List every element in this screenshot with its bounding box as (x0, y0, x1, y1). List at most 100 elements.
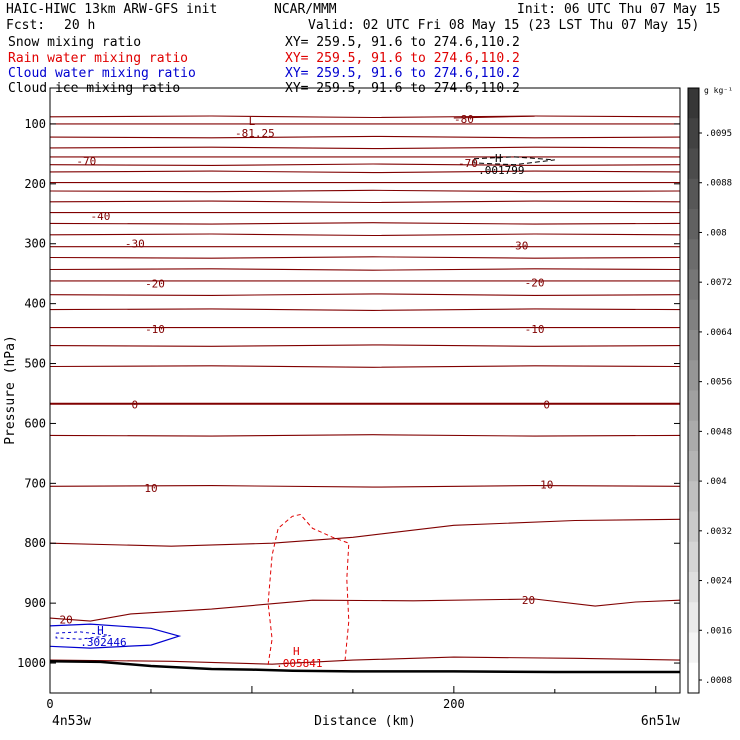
isotherm-lines (49, 115, 681, 665)
temperature-label: -20 (525, 277, 545, 290)
y-tick-label: 100 (24, 117, 46, 131)
isotherm-line (49, 163, 681, 166)
colorbar-swatch (688, 511, 699, 543)
title-left: HAIC-HIWC 13km ARW-GFS init (6, 2, 218, 17)
colorbar-label: .0008 (705, 676, 732, 686)
colorbar-label: .004 (705, 477, 727, 487)
field-xy-rain: XY= 259.5, 91.6 to 274.6,110.2 (285, 51, 520, 66)
isotherm-line (49, 189, 681, 193)
contour-labels: -80 -70 -70 -40 -30 -30 -20 -20 -10 -10 0 0 10 10 20 20… (60, 113, 554, 670)
x-tick-label: 0 (46, 697, 53, 711)
temperature-label: -10 (525, 323, 545, 336)
isotherm-line (49, 518, 681, 547)
isotherm-line (49, 135, 681, 139)
isotherm-line (49, 115, 681, 119)
x-axis-title: Distance (km) (314, 714, 416, 729)
colorbar-swatch (688, 390, 699, 422)
temperature-label: 0 (131, 398, 138, 411)
colorbar-label: .0095 (705, 129, 732, 139)
colorbar-swatch (688, 451, 699, 482)
colorbar-swatch (688, 572, 699, 603)
isotherm-line (49, 598, 681, 622)
colorbar: .0095 .0088 .008 .0072 .0064 .0056 .0048 .004 .0… (687, 86, 733, 694)
temperature-label: 20 (522, 594, 535, 607)
colorbar-swatch (688, 269, 699, 301)
isotherm-line (453, 115, 535, 119)
isotherm-line (49, 434, 681, 437)
colorbar-label: .0064 (705, 328, 732, 338)
isotherm-line (49, 146, 681, 150)
colorbar-swatch (688, 299, 699, 331)
colorbar-label: .0048 (705, 427, 732, 437)
field-name-cloud-water: Cloud water mixing ratio (8, 66, 196, 81)
y-tick-label: 300 (24, 237, 46, 251)
extremum-mark: L (249, 115, 256, 128)
colorbar-unit: g kg⁻¹ (704, 86, 733, 95)
colorbar-label: .0072 (705, 278, 732, 288)
temperature-label: -70 (76, 155, 96, 168)
cloud-ice-contour (473, 156, 555, 166)
y-tick-label: 800 (24, 536, 46, 550)
colorbar-swatch (688, 209, 699, 240)
colorbar-swatch (688, 481, 699, 512)
x-tick-label: 200 (443, 697, 465, 711)
field-xy-snow: XY= 259.5, 91.6 to 274.6,110.2 (285, 35, 520, 50)
temperature-label: -70 (458, 157, 478, 170)
isotherm-line (49, 222, 681, 225)
y-tick-label: 200 (24, 177, 46, 191)
temperature-label: -30 (509, 240, 529, 253)
colorbar-frame (687, 87, 700, 694)
field-xy-cloud-water: XY= 259.5, 91.6 to 274.6,110.2 (285, 66, 520, 81)
isotherm-line (49, 365, 681, 368)
isotherm-line (49, 233, 681, 237)
colorbar-swatch (688, 541, 699, 573)
valid-time: Valid: 02 UTC Fri 08 May 15 (23 LST Thu … (308, 18, 700, 33)
isotherm-line (49, 293, 681, 296)
rain-water-contour (267, 513, 350, 665)
colorbar-swatch (688, 330, 699, 361)
temperature-label: -40 (91, 210, 111, 223)
colorbar-label: .0024 (705, 577, 732, 587)
colorbar-swatch (688, 88, 699, 119)
isotherm-line (49, 256, 681, 259)
colorbar-label: .0088 (705, 179, 732, 189)
colorbar-label: .008 (705, 228, 727, 238)
extremum-mark: H (97, 624, 104, 637)
y-axis-title: Pressure (hPa) (3, 335, 18, 445)
extremum-value: .001799 (478, 164, 524, 177)
colorbar-swatch (688, 118, 699, 149)
cloud-water-contour-outer (49, 623, 182, 649)
extremum-mark: H (293, 645, 300, 658)
cloud-water-contour-inner (55, 631, 111, 640)
extremum-value: .005841 (276, 657, 322, 670)
title-center: NCAR/MMM (274, 2, 337, 17)
temperature-label: 20 (60, 613, 73, 626)
colorbar-label: .0032 (705, 527, 732, 537)
y-tick-label: 700 (24, 476, 46, 490)
temperature-label: -20 (145, 277, 165, 290)
isotherm-line (49, 344, 681, 347)
fcst-value: 20 h (64, 18, 96, 33)
temperature-label: -80 (454, 113, 474, 126)
plot-frame (49, 87, 681, 694)
extremum-mark: H (495, 152, 502, 165)
y-tick-label: 500 (24, 357, 46, 371)
y-tick-label: 1000 (17, 656, 46, 670)
field-name-rain: Rain water mixing ratio (8, 51, 189, 66)
colorbar-swatch (688, 239, 699, 270)
isotherm-line (49, 170, 681, 174)
fcst-label: Fcst: (6, 18, 46, 33)
colorbar-swatch (688, 178, 699, 210)
temperature-label: -10 (145, 323, 165, 336)
y-tick-label: 900 (24, 596, 46, 610)
temperature-label: 0 (543, 398, 550, 411)
isotherm-line (49, 656, 681, 665)
endpoint-left: 4n53w (52, 714, 91, 729)
isotherm-line (49, 485, 681, 488)
field-name-snow: Snow mixing ratio (8, 35, 142, 50)
colorbar-swatch (688, 420, 699, 452)
isotherm-line (49, 308, 681, 311)
y-tick-label: 600 (24, 416, 46, 430)
colorbar-label: .0056 (705, 378, 732, 388)
